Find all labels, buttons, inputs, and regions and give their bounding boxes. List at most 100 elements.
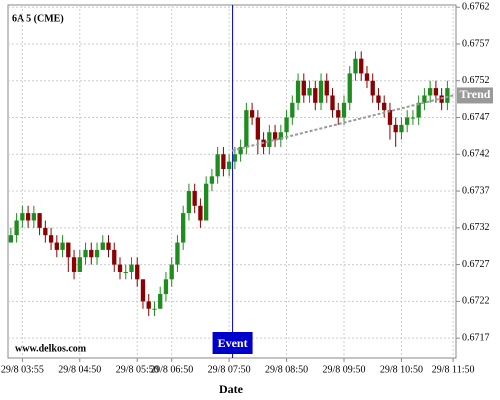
y-tick-label: 0.6747 [462, 112, 490, 123]
candle-body [382, 102, 387, 111]
candle-body [14, 220, 19, 236]
x-tick-label: 29/8 08:50 [265, 364, 308, 375]
candle-body [232, 154, 238, 162]
candle-body [226, 161, 232, 169]
candle-body [175, 242, 180, 265]
candle-body [422, 95, 427, 103]
candle-body [66, 242, 71, 258]
candle-body [221, 154, 226, 169]
trend-label: Trend [460, 87, 491, 101]
candle-body [272, 132, 278, 140]
candle-body [204, 183, 209, 221]
y-tick-label: 0.6752 [462, 75, 490, 86]
candle-body [376, 95, 381, 103]
candle-body [433, 88, 439, 96]
candle-body [158, 294, 163, 309]
candle-body [20, 213, 25, 221]
candle-body [387, 110, 393, 125]
candle-body [43, 227, 48, 236]
y-tick-label: 0.6717 [462, 332, 490, 343]
y-tick-label: 0.6727 [462, 259, 490, 270]
candle-body [370, 80, 375, 96]
candle-body [198, 205, 203, 221]
trend-box [457, 87, 493, 104]
candle-body [169, 264, 174, 280]
y-tick-label: 0.6757 [462, 38, 490, 49]
candle-body [290, 102, 295, 118]
x-tick-label: 29/8 05:50 [116, 364, 159, 375]
y-tick-label: 0.6722 [462, 296, 490, 307]
candle-body [112, 249, 117, 265]
candle-body [25, 213, 31, 221]
candle-body [318, 80, 324, 103]
candle-body [60, 242, 65, 250]
candle-body [37, 213, 42, 228]
x-tick-label: 29/8 10:50 [380, 364, 423, 375]
candle-body [416, 102, 421, 118]
candle-body [106, 242, 111, 250]
candle-body [8, 235, 14, 243]
chart-title: 6A 5 (CME) [12, 13, 64, 24]
candle-body [255, 117, 260, 140]
x-tick-label: 29/8 07:50 [208, 364, 251, 375]
candle-body [215, 154, 220, 177]
x-tick-label: 29/8 06:50 [150, 364, 193, 375]
candle-body [428, 88, 433, 96]
y-tick-label: 0.6742 [462, 149, 490, 160]
candle-body [209, 176, 215, 184]
x-axis-label: Date [219, 382, 244, 396]
y-tick-label: 0.6762 [462, 2, 490, 13]
x-tick-label: 29/8 04:50 [58, 364, 101, 375]
y-tick-label: 0.6732 [462, 222, 490, 233]
x-tick-label: 29/8 09:50 [322, 364, 365, 375]
watermark: www.delkos.com [15, 343, 87, 354]
candle-body [48, 235, 54, 243]
candle-body [330, 95, 335, 111]
candle-body [393, 124, 398, 133]
candle-body [54, 242, 59, 250]
candle-body [336, 110, 341, 118]
candle-body [307, 88, 312, 96]
candle-body [89, 249, 94, 258]
candle-body [94, 249, 100, 258]
candle-body [295, 80, 301, 103]
x-tick-label: 29/8 03:55 [1, 364, 44, 375]
candle-body [192, 191, 197, 206]
candle-body [267, 132, 272, 147]
candle-body [364, 73, 370, 81]
candle-body [278, 132, 283, 140]
candle-body [445, 88, 450, 103]
trend-line [231, 94, 454, 152]
candle-body [100, 242, 105, 250]
candle-body [83, 249, 88, 258]
candle-body [186, 191, 192, 214]
candle-body [324, 80, 329, 96]
candle-body [31, 213, 36, 221]
candle-body [152, 308, 157, 310]
candle-body [117, 264, 123, 272]
candle-body [284, 117, 289, 133]
candle-body [249, 110, 255, 118]
candle-body [238, 146, 243, 155]
candle-body [405, 117, 410, 125]
candle-body [123, 271, 128, 273]
candle-body [140, 279, 146, 302]
candle-body [313, 88, 318, 103]
candle-body [71, 257, 77, 272]
plot-frame [7, 4, 457, 359]
candle-body [347, 73, 352, 103]
candle-body [129, 264, 134, 272]
candle-body [163, 279, 169, 295]
candle-body [77, 257, 82, 272]
candle-body [181, 213, 186, 243]
candle-body [341, 102, 347, 118]
candle-body [353, 58, 358, 74]
event-label: Event [218, 336, 248, 350]
candle-body [135, 264, 140, 280]
candle-body [301, 80, 306, 96]
candle-body [146, 301, 151, 309]
y-tick-label: 0.6737 [462, 185, 490, 196]
x-tick-label: 29/8 11:50 [432, 364, 475, 375]
candle-body [244, 110, 249, 147]
